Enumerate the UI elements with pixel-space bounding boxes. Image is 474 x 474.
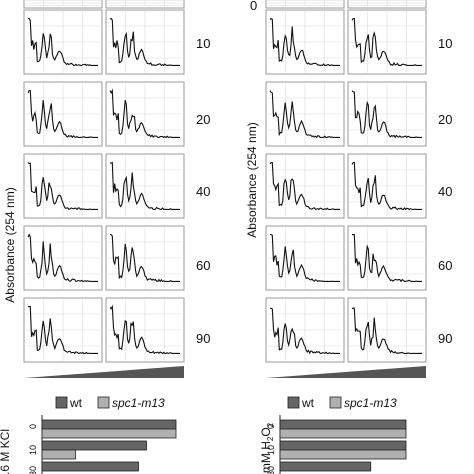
profile-r4-c1 bbox=[105, 225, 185, 291]
right-time-label-0: 0 bbox=[250, 0, 257, 13]
right-time-label-40: 40 bbox=[438, 184, 452, 199]
right-bar-wt-30 bbox=[279, 461, 372, 472]
right-bar-ylabel-sub2: 2 bbox=[266, 422, 275, 427]
profile-r3-c1 bbox=[105, 153, 185, 219]
right-bar-category-30: 30 bbox=[266, 466, 276, 474]
left-time-label-10: 10 bbox=[196, 36, 210, 51]
profile-r1-c1 bbox=[105, 9, 185, 75]
profile-r3-c0 bbox=[23, 153, 103, 219]
right-gradient-wedge bbox=[266, 366, 426, 378]
left-gradient-wedge bbox=[24, 366, 184, 378]
profile-r0-c3 bbox=[347, 0, 427, 9]
profile-trace-r5-c0 bbox=[27, 306, 98, 355]
right-bar-category-10: 10 bbox=[266, 445, 276, 455]
bar-charts: 0 10 30 0 10 30 bbox=[28, 415, 407, 474]
right-time-label-20: 20 bbox=[438, 112, 452, 127]
left-bar-wt-30 bbox=[41, 461, 139, 472]
profile-trace-r1-c2 bbox=[269, 17, 340, 66]
profile-trace-r4-c0 bbox=[27, 233, 98, 283]
right-bar-wt-10 bbox=[279, 440, 407, 451]
profile-r5-c0 bbox=[23, 297, 103, 363]
right-legend-mut: spc1-m13 bbox=[344, 396, 397, 410]
profile-r2-c2 bbox=[265, 81, 345, 147]
right-legend-wt: wt bbox=[301, 396, 315, 410]
right-bar-spc1-m13-10 bbox=[279, 449, 407, 460]
profile-r0-c0 bbox=[23, 0, 103, 9]
right-bar-ylabel-main: mM H bbox=[259, 441, 273, 473]
profile-trace-r1-c1 bbox=[109, 18, 180, 67]
profile-trace-r1-c3 bbox=[351, 18, 422, 66]
right-time-label-60: 60 bbox=[438, 258, 452, 273]
profile-r1-c3 bbox=[347, 9, 427, 75]
left-legend-wt-swatch bbox=[55, 396, 68, 409]
right-time-label-10: 10 bbox=[438, 36, 452, 51]
profile-r3-c3 bbox=[347, 153, 427, 219]
left-legend-wt: wt bbox=[69, 396, 83, 410]
profile-r5-c3 bbox=[347, 297, 427, 363]
left-time-label-20: 20 bbox=[196, 112, 210, 127]
right-bar-spc1-m13-0 bbox=[279, 428, 407, 439]
profile-trace-r3-c0 bbox=[27, 162, 98, 211]
right-time-label-90: 90 bbox=[438, 331, 452, 346]
left-time-label-40: 40 bbox=[196, 184, 210, 199]
profile-trace-r2-c2 bbox=[269, 90, 340, 139]
profile-r2-c3 bbox=[347, 81, 427, 147]
profile-r4-c2 bbox=[265, 225, 345, 291]
profile-trace-r3-c3 bbox=[351, 162, 422, 211]
right-bar-ylabel-mid: O bbox=[259, 427, 273, 436]
profile-panels bbox=[23, 0, 427, 363]
right-bar-ylabel-sub1: 2 bbox=[266, 436, 275, 441]
profile-trace-r5-c3 bbox=[351, 307, 423, 354]
profile-trace-r1-c0 bbox=[28, 18, 98, 67]
profile-r5-c2 bbox=[265, 297, 345, 363]
profile-r0-c2 bbox=[265, 0, 345, 9]
right-legend-wt-swatch bbox=[287, 396, 300, 409]
profile-r0-c1 bbox=[105, 0, 185, 9]
profile-trace-r2-c1 bbox=[109, 88, 180, 139]
profile-trace-r4-c1 bbox=[110, 234, 180, 283]
profile-trace-r5-c2 bbox=[269, 307, 340, 355]
right-ylabel: Absorbance (254 nm) bbox=[245, 122, 259, 237]
right-bar-category-0: 0 bbox=[266, 424, 276, 429]
left-bar-category-0: 0 bbox=[28, 424, 38, 429]
profile-r2-c1 bbox=[105, 81, 185, 147]
left-bar-category-10: 10 bbox=[28, 445, 38, 455]
profile-r1-c0 bbox=[23, 9, 103, 75]
profile-r5-c1 bbox=[105, 297, 185, 363]
left-bar-spc1-m13-10 bbox=[41, 449, 76, 460]
profile-trace-r4-c3 bbox=[352, 234, 422, 283]
profile-trace-r5-c1 bbox=[109, 304, 180, 355]
right-legend-mut-swatch bbox=[329, 396, 342, 409]
profile-trace-r3-c1 bbox=[110, 161, 180, 210]
profile-r4-c3 bbox=[347, 225, 427, 291]
profile-r4-c0 bbox=[23, 225, 103, 291]
left-bar-ylabel: .6 M KCl bbox=[0, 429, 12, 474]
left-ylabel: Absorbance (254 nm) bbox=[3, 187, 17, 302]
profile-trace-r4-c2 bbox=[270, 234, 340, 283]
left-bar-wt-0 bbox=[41, 419, 177, 430]
profile-r1-c2 bbox=[265, 9, 345, 75]
profile-trace-r3-c2 bbox=[269, 162, 340, 211]
right-bar-ylabel: mM H2O2 bbox=[259, 422, 275, 473]
left-bar-wt-10 bbox=[41, 440, 147, 451]
left-legend-mut-swatch bbox=[97, 396, 110, 409]
right-bar-wt-0 bbox=[279, 419, 407, 430]
profile-r2-c0 bbox=[23, 81, 103, 147]
profile-r3-c2 bbox=[265, 153, 345, 219]
left-legend-mut: spc1-m13 bbox=[112, 396, 165, 410]
profile-trace-r2-c0 bbox=[27, 90, 98, 139]
profile-trace-r2-c3 bbox=[351, 90, 422, 139]
left-time-label-90: 90 bbox=[196, 331, 210, 346]
left-bar-spc1-m13-0 bbox=[41, 428, 177, 439]
left-bar-category-30: 30 bbox=[28, 466, 38, 474]
left-time-label-60: 60 bbox=[196, 258, 210, 273]
